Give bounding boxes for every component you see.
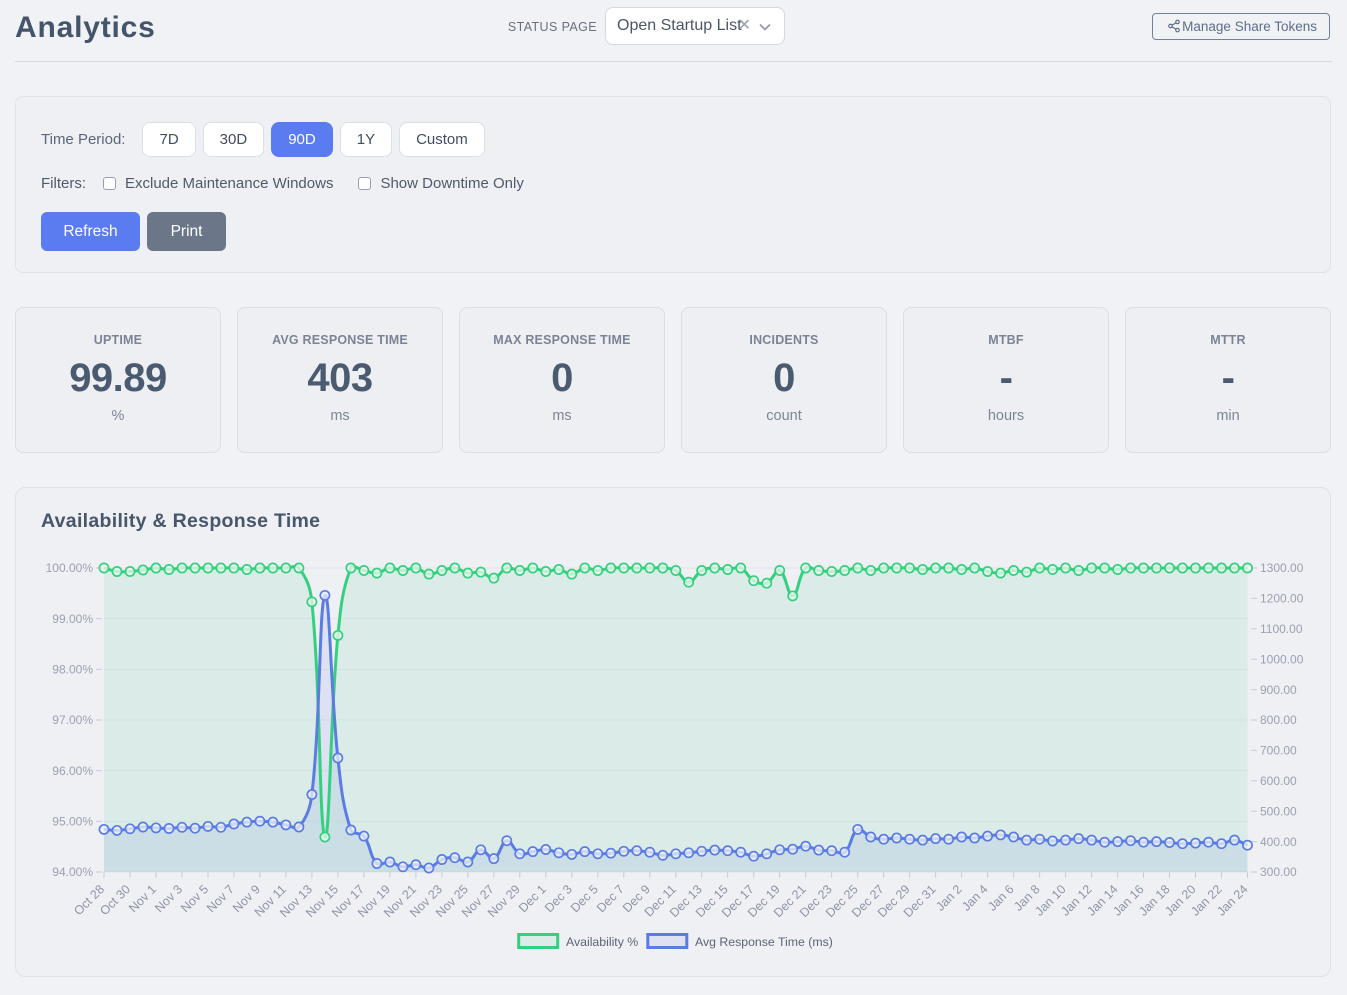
svg-text:1200.00: 1200.00: [1260, 592, 1304, 606]
svg-text:Avg Response Time (ms): Avg Response Time (ms): [695, 935, 833, 949]
svg-text:Jan 2: Jan 2: [933, 882, 965, 914]
svg-text:Dec 5: Dec 5: [568, 882, 601, 915]
svg-text:Availability %: Availability %: [566, 935, 638, 949]
svg-text:600.00: 600.00: [1260, 774, 1297, 788]
svg-text:Nov 3: Nov 3: [152, 882, 185, 915]
svg-text:Jan 6: Jan 6: [985, 882, 1017, 914]
svg-text:Dec 3: Dec 3: [542, 882, 575, 915]
svg-text:Nov 7: Nov 7: [204, 882, 237, 915]
svg-text:Dec 7: Dec 7: [594, 882, 627, 915]
svg-text:Jan 4: Jan 4: [959, 882, 991, 914]
svg-text:99.00%: 99.00%: [52, 612, 93, 626]
svg-text:96.00%: 96.00%: [52, 764, 93, 778]
svg-text:Dec 1: Dec 1: [516, 882, 549, 915]
svg-text:800.00: 800.00: [1260, 713, 1297, 727]
svg-text:1100.00: 1100.00: [1260, 622, 1303, 636]
svg-text:94.00%: 94.00%: [52, 865, 93, 879]
svg-text:97.00%: 97.00%: [52, 713, 93, 727]
svg-text:900.00: 900.00: [1260, 683, 1297, 697]
svg-text:1000.00: 1000.00: [1260, 652, 1304, 666]
svg-text:100.00%: 100.00%: [46, 561, 94, 575]
svg-text:1300.00: 1300.00: [1260, 561, 1304, 575]
svg-text:95.00%: 95.00%: [52, 815, 93, 829]
svg-text:500.00: 500.00: [1260, 804, 1297, 818]
svg-text:300.00: 300.00: [1260, 865, 1297, 879]
svg-text:400.00: 400.00: [1260, 835, 1297, 849]
svg-text:Nov 5: Nov 5: [178, 882, 211, 915]
svg-text:700.00: 700.00: [1260, 744, 1297, 758]
svg-text:98.00%: 98.00%: [52, 663, 93, 677]
svg-text:Nov 1: Nov 1: [126, 882, 159, 915]
